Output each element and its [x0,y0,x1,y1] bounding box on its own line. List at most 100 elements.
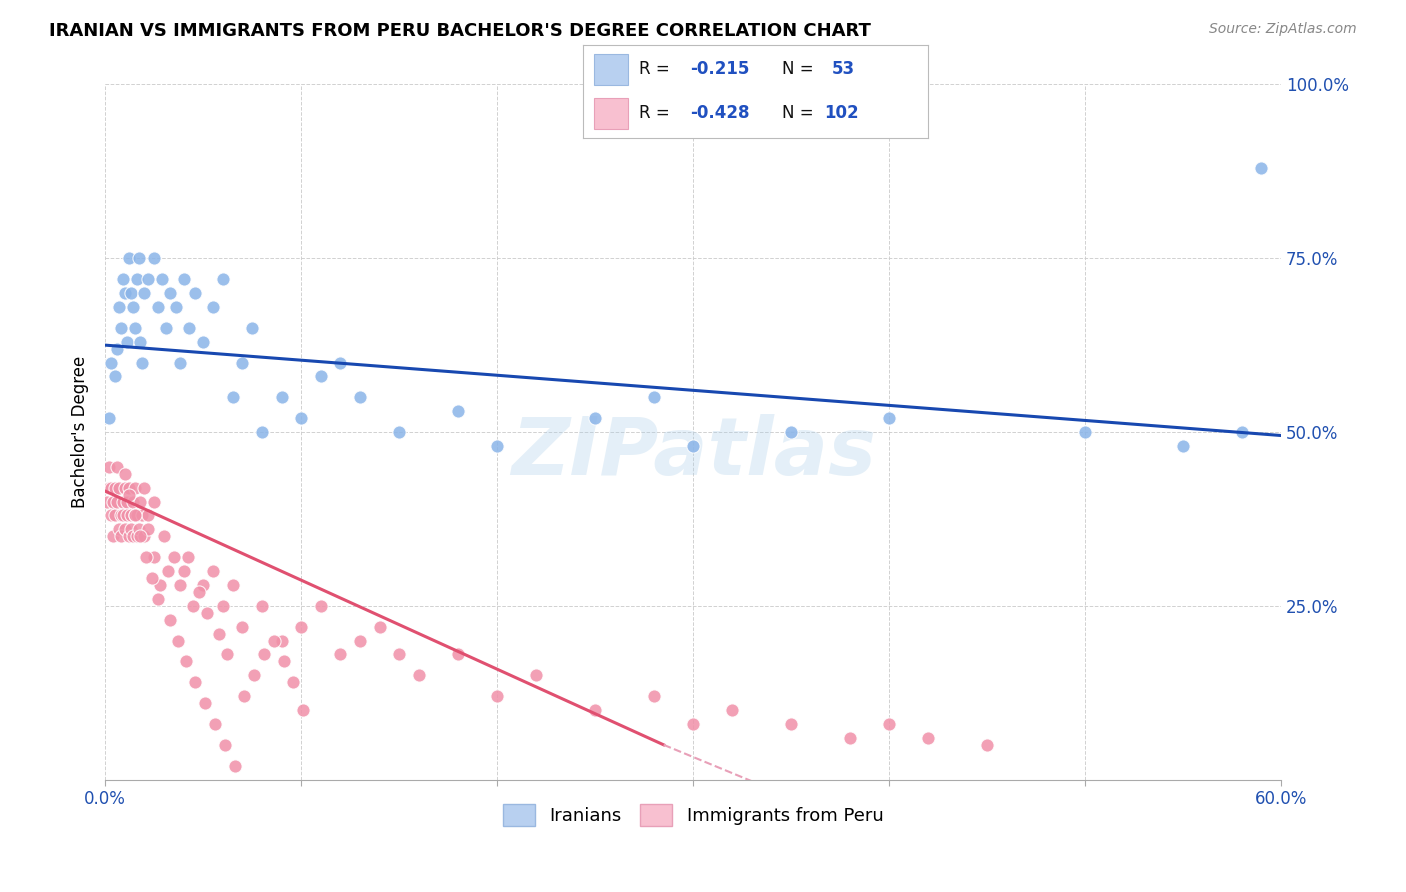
Legend: Iranians, Immigrants from Peru: Iranians, Immigrants from Peru [495,797,891,833]
Point [143,251,166,265]
Point [134,285,156,300]
Point [143,550,166,565]
Point [146,591,169,606]
Point [250,425,273,439]
Point [114,522,136,536]
Point [250,599,273,613]
Point [231,620,253,634]
Point [101,494,124,508]
Point [214,738,236,752]
Point [118,487,141,501]
Point [141,571,163,585]
Point [176,550,198,565]
Point [121,494,143,508]
Point [368,620,391,634]
Point [583,703,606,717]
Point [110,529,132,543]
Point [329,648,352,662]
Text: IRANIAN VS IMMIGRANTS FROM PERU BACHELOR'S DEGREE CORRELATION CHART: IRANIAN VS IMMIGRANTS FROM PERU BACHELOR… [49,22,872,40]
Point [104,481,127,495]
FancyBboxPatch shape [593,54,628,85]
Point [124,508,146,523]
Point [114,467,136,481]
Point [195,606,218,620]
Point [150,272,173,286]
Point [101,529,124,543]
Point [129,334,152,349]
Point [838,731,860,745]
Point [129,529,152,543]
Point [105,342,128,356]
Point [682,717,704,731]
Point [240,320,263,334]
Point [114,481,136,495]
Point [155,320,177,334]
Point [583,411,606,425]
Text: 53: 53 [831,61,855,78]
Point [290,411,312,425]
Point [194,696,217,710]
Point [231,355,253,369]
Point [447,404,470,418]
Point [388,425,411,439]
Point [215,648,238,662]
Point [108,481,131,495]
Point [120,522,142,536]
Point [136,508,159,523]
Point [111,508,134,523]
Point [120,285,142,300]
Point [115,334,138,349]
Point [184,675,207,690]
Point [111,494,134,508]
Point [100,355,122,369]
Point [243,668,266,682]
Point [128,522,150,536]
Point [682,439,704,453]
Point [163,550,186,565]
Point [1074,425,1097,439]
Point [118,481,141,495]
Point [201,300,224,314]
Point [110,508,132,523]
Text: 102: 102 [824,104,859,122]
Text: -0.428: -0.428 [690,104,749,122]
Y-axis label: Bachelor's Degree: Bachelor's Degree [72,356,89,508]
Text: ZIPatlas: ZIPatlas [510,414,876,491]
Point [134,529,156,543]
Point [125,508,148,523]
Point [104,369,127,384]
Point [121,300,143,314]
Point [108,522,131,536]
Point [146,300,169,314]
Point [115,508,138,523]
Point [98,411,121,425]
Point [100,508,122,523]
Text: Source: ZipAtlas.com: Source: ZipAtlas.com [1209,22,1357,37]
Point [169,355,191,369]
Point [159,285,181,300]
Point [976,738,998,752]
Point [270,633,292,648]
Point [131,355,153,369]
Point [292,703,315,717]
Point [153,529,176,543]
Point [283,675,305,690]
Point [201,564,224,578]
Point [121,529,143,543]
Point [221,390,243,404]
Point [114,285,136,300]
Point [104,508,127,523]
Point [204,717,226,731]
Point [193,334,215,349]
Point [1171,439,1194,453]
Point [486,689,509,703]
Point [98,481,121,495]
Point [110,320,132,334]
Point [134,481,156,495]
Point [125,529,148,543]
Point [780,717,803,731]
Point [447,648,470,662]
Point [253,648,276,662]
Text: N =: N = [782,61,818,78]
Point [524,668,547,682]
